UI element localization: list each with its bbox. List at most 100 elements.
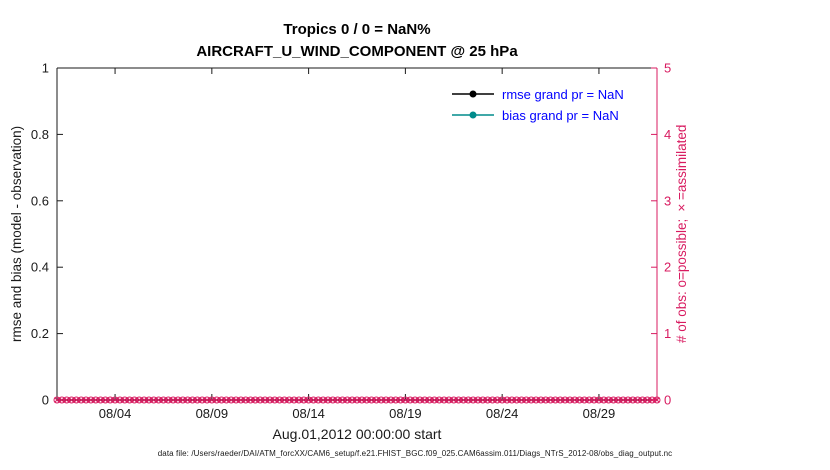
obs-assimilated-marker [54, 397, 60, 403]
obs-possible-marker [484, 396, 492, 404]
obs-possible-marker [498, 396, 506, 404]
obs-assimilated-marker [228, 397, 235, 403]
obs-assimilated-marker [334, 397, 341, 403]
obs-assimilated-marker [315, 397, 322, 403]
obs-assimilated-marker [73, 397, 80, 403]
obs-possible-marker [159, 396, 167, 404]
obs-possible-marker [68, 396, 76, 404]
obs-possible-marker [435, 396, 443, 404]
obs-possible-marker [455, 396, 463, 404]
obs-assimilated-marker [634, 397, 641, 403]
obs-assimilated-marker [489, 397, 496, 403]
obs-possible-marker [382, 396, 390, 404]
obs-assimilated-marker [238, 397, 244, 403]
obs-assimilated-marker [605, 397, 612, 403]
obs-possible-marker [377, 396, 385, 404]
obs-assimilated-marker [349, 397, 356, 403]
obs-assimilated-marker [175, 397, 181, 403]
obs-possible-marker [590, 396, 598, 404]
obs-possible-marker [116, 396, 124, 404]
obs-possible-marker [406, 396, 414, 404]
obs-assimilated-marker [325, 397, 331, 403]
rmse-line-marker-icon [452, 90, 494, 98]
obs-assimilated-marker [649, 397, 656, 403]
obs-possible-marker [401, 396, 409, 404]
obs-assimilated-marker [223, 397, 230, 403]
obs-possible-marker [556, 396, 564, 404]
obs-assimilated-marker [78, 397, 85, 403]
obs-possible-marker [609, 396, 617, 404]
obs-assimilated-marker [267, 397, 273, 403]
obs-assimilated-marker [436, 397, 443, 403]
obs-assimilated-marker [538, 397, 544, 403]
obs-possible-marker [242, 396, 250, 404]
obs-possible-marker [203, 396, 211, 404]
x-tick-label: 08/19 [389, 406, 422, 421]
obs-assimilated-marker [271, 397, 278, 403]
obs-assimilated-marker [388, 397, 394, 403]
obs-assimilated-marker [523, 397, 530, 403]
obs-possible-marker [469, 396, 477, 404]
obs-possible-marker [251, 396, 259, 404]
obs-possible-marker [605, 396, 613, 404]
obs-assimilated-marker [291, 397, 297, 403]
legend-item-bias: bias grand pr = NaN [450, 106, 624, 124]
obs-possible-marker [121, 396, 129, 404]
obs-assimilated-marker [431, 397, 438, 403]
obs-assimilated-marker [484, 397, 491, 403]
obs-possible-marker [542, 396, 550, 404]
obs-possible-marker [271, 396, 279, 404]
obs-assimilated-marker [373, 397, 380, 403]
obs-assimilated-marker [455, 397, 462, 403]
obs-possible-marker [72, 396, 80, 404]
left-tick-label: 1 [42, 61, 49, 76]
legend-label-rmse: rmse grand pr = NaN [502, 86, 624, 102]
right-tick-label: 2 [664, 260, 671, 275]
x-tick-label: 08/14 [292, 406, 325, 421]
obs-possible-marker [363, 396, 371, 404]
obs-possible-marker [237, 396, 245, 404]
x-tick-label: 08/29 [583, 406, 616, 421]
obs-possible-marker [503, 396, 511, 404]
obs-assimilated-marker [218, 397, 225, 403]
obs-assimilated-marker [426, 397, 433, 403]
obs-possible-marker [309, 396, 317, 404]
obs-assimilated-marker [194, 397, 201, 403]
obs-assimilated-marker [58, 397, 65, 403]
obs-assimilated-marker [189, 397, 196, 403]
obs-assimilated-marker [567, 397, 573, 403]
obs-assimilated-marker [276, 397, 283, 403]
obs-possible-marker [643, 396, 651, 404]
obs-possible-marker [101, 396, 109, 404]
obs-assimilated-marker [150, 397, 157, 403]
obs-possible-marker [561, 396, 569, 404]
obs-possible-marker [368, 396, 376, 404]
obs-possible-marker [164, 396, 172, 404]
obs-possible-marker [459, 396, 467, 404]
obs-possible-marker [314, 396, 322, 404]
obs-possible-marker [474, 396, 482, 404]
x-axis-label: Aug.01,2012 00:00:00 start [272, 426, 442, 442]
obs-possible-marker [300, 396, 308, 404]
obs-assimilated-marker [358, 397, 365, 403]
obs-assimilated-marker [620, 397, 626, 403]
obs-assimilated-marker [305, 397, 312, 403]
obs-possible-marker [232, 396, 240, 404]
obs-possible-marker [508, 396, 516, 404]
right-axis-label: # of obs: o=possible; ×=assimilated [674, 124, 689, 344]
obs-possible-marker [522, 396, 530, 404]
obs-assimilated-marker [552, 397, 559, 403]
obs-assimilated-marker [518, 397, 525, 403]
right-tick-label: 3 [664, 193, 671, 208]
obs-assimilated-marker [146, 397, 152, 403]
obs-assimilated-marker [112, 397, 118, 403]
obs-possible-marker [150, 396, 158, 404]
obs-possible-marker [634, 396, 642, 404]
obs-possible-marker [87, 396, 95, 404]
obs-assimilated-marker [610, 397, 617, 403]
obs-possible-marker [334, 396, 342, 404]
obs-possible-marker [290, 396, 298, 404]
obs-possible-marker [513, 396, 521, 404]
obs-assimilated-marker [586, 397, 593, 403]
obs-possible-marker [198, 396, 206, 404]
